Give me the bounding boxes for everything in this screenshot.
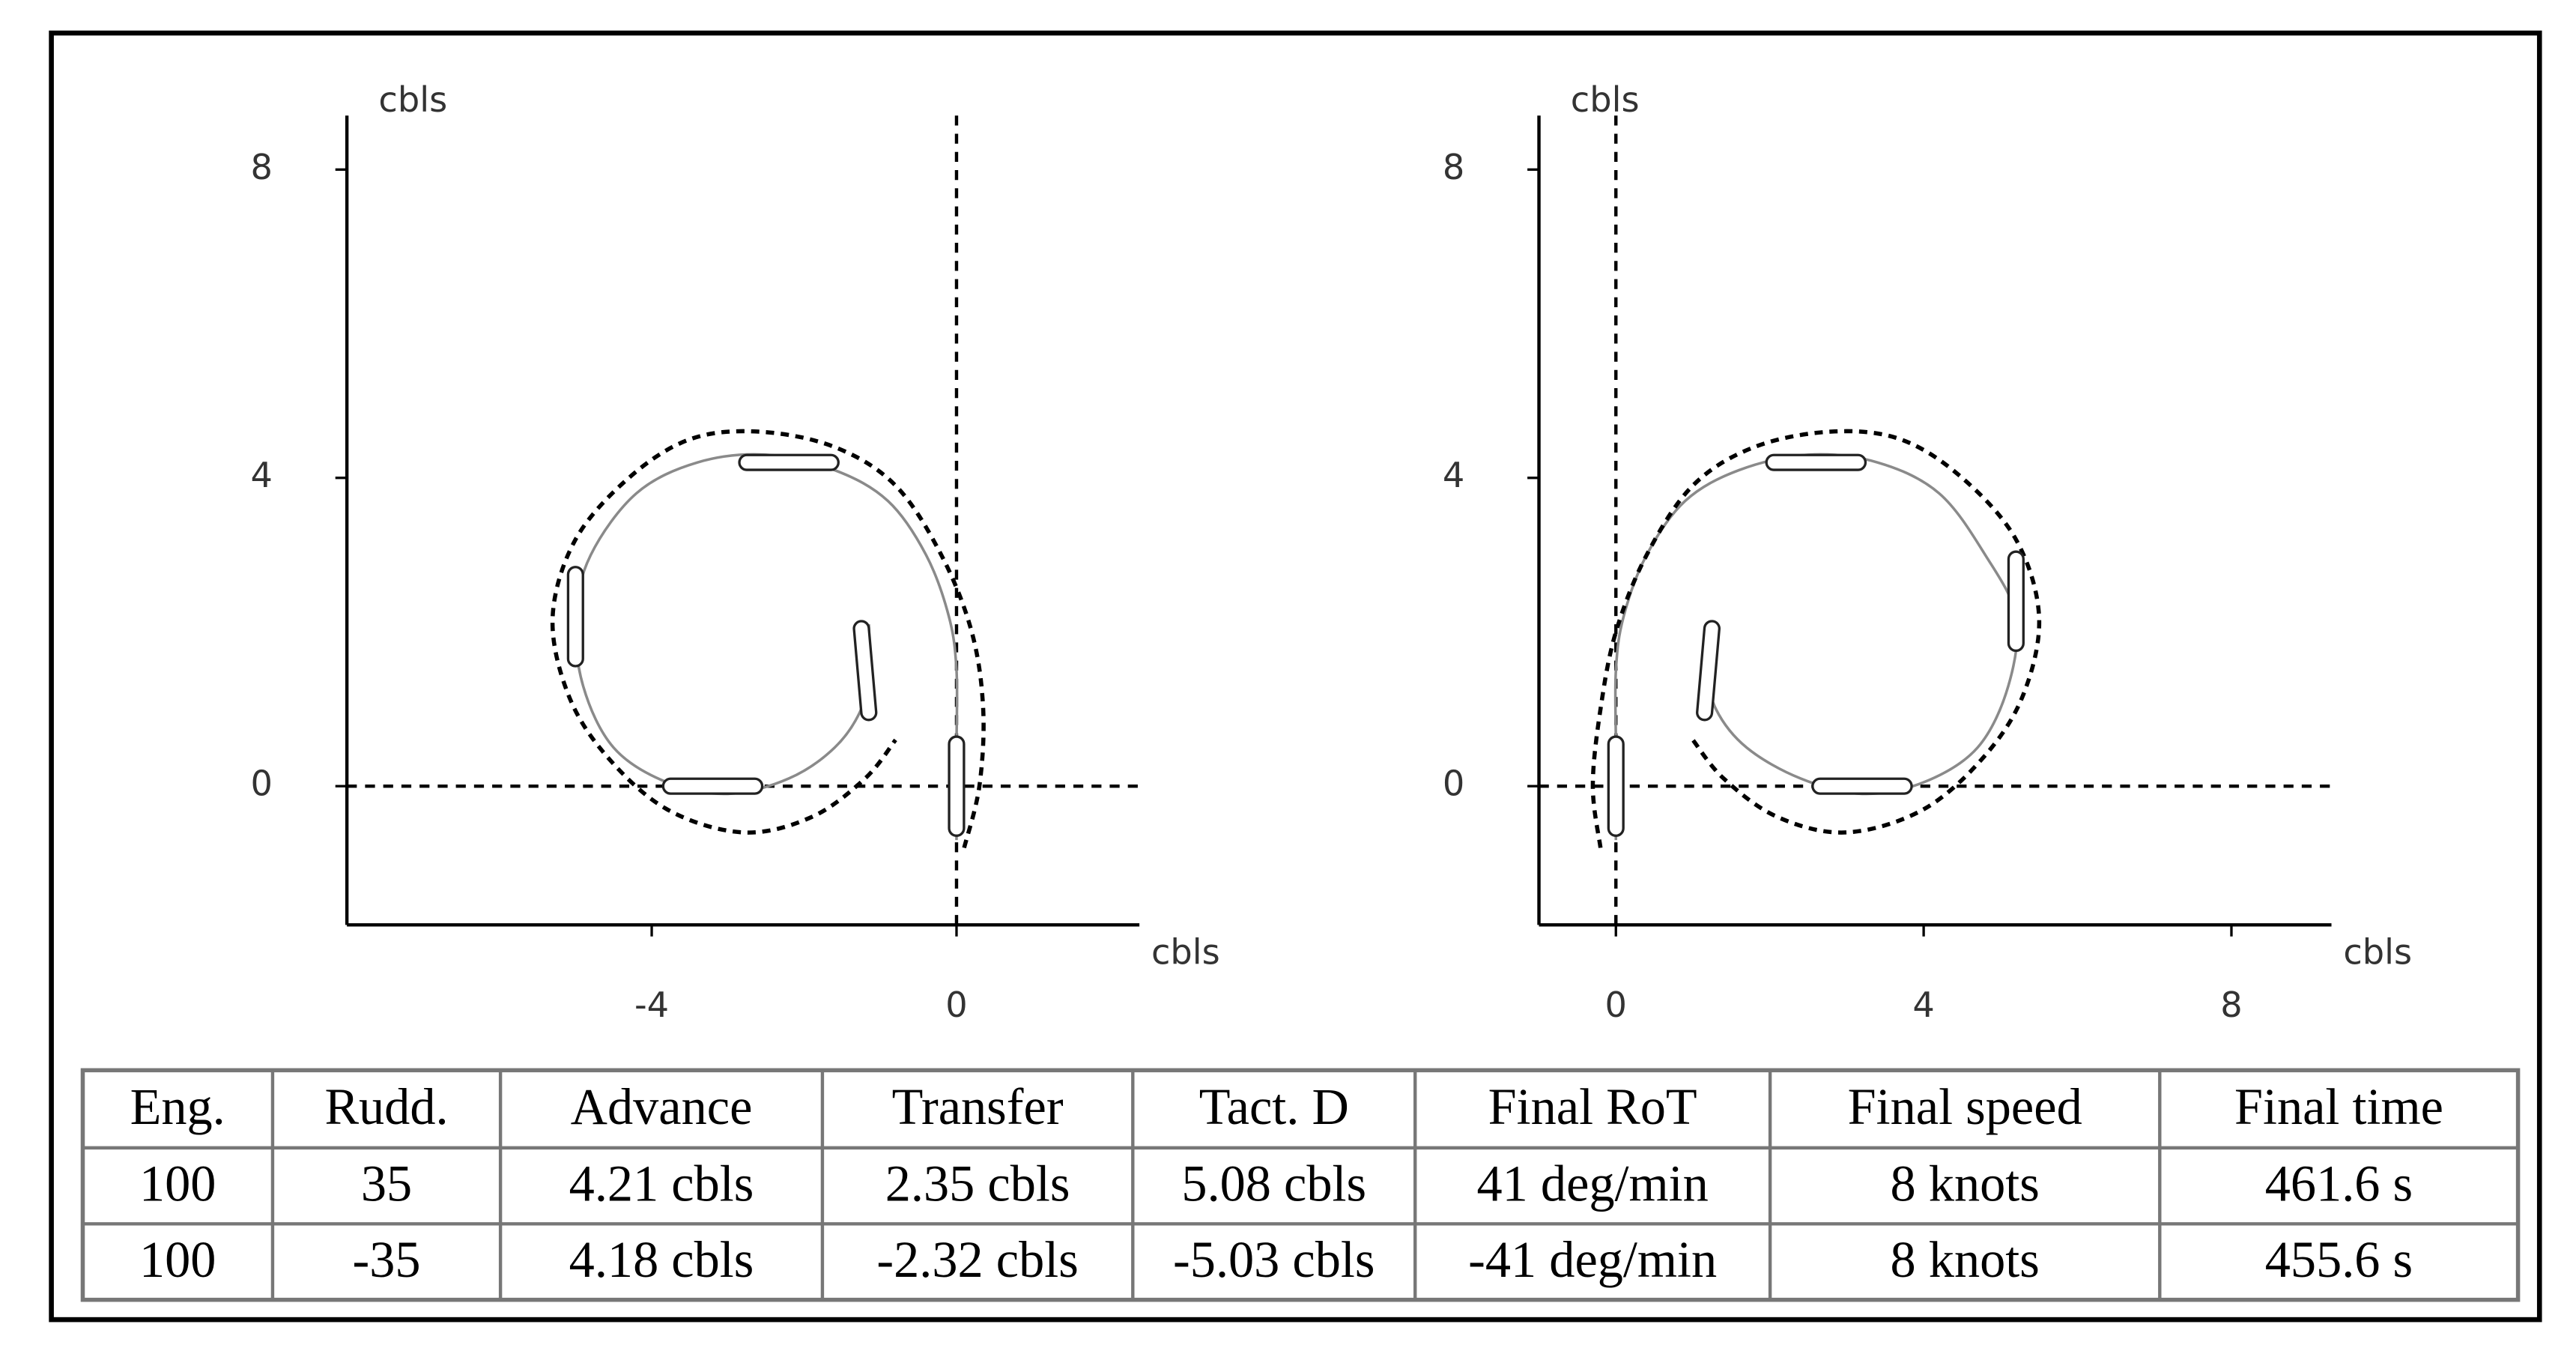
envelope-line bbox=[550, 429, 986, 849]
table-border bbox=[80, 1068, 2521, 1302]
table-header-cell: Tact. D bbox=[1199, 1078, 1349, 1135]
ship bbox=[852, 620, 878, 722]
x-tick-label: -4 bbox=[634, 985, 669, 1025]
x-axis-label: cbls bbox=[2343, 932, 2412, 973]
ship bbox=[1765, 453, 1867, 471]
table-cell: 8 knots bbox=[1891, 1155, 2040, 1212]
x-tick-label: 0 bbox=[945, 985, 967, 1025]
table-header-cell: Rudd. bbox=[324, 1078, 448, 1135]
ship bbox=[1607, 735, 1625, 837]
trajectory-line bbox=[1613, 453, 2019, 841]
table-cell: -2.32 cbls bbox=[876, 1231, 1078, 1288]
table-cell: 5.08 cbls bbox=[1181, 1155, 1366, 1212]
trajectory-line bbox=[574, 453, 959, 841]
ship bbox=[566, 566, 584, 668]
table-cell: 4.21 cbls bbox=[569, 1155, 754, 1212]
x-tick-label: 4 bbox=[1912, 985, 1934, 1025]
table-cell: 100 bbox=[139, 1231, 216, 1288]
table-cell: -41 deg/min bbox=[1468, 1231, 1717, 1288]
table-cell: 4.18 cbls bbox=[569, 1231, 754, 1288]
table-cell: -35 bbox=[352, 1231, 420, 1288]
table-cell: 100 bbox=[139, 1155, 216, 1212]
y-tick-label: 8 bbox=[251, 147, 273, 187]
envelope-line bbox=[1590, 429, 2042, 848]
ship bbox=[661, 777, 764, 795]
table-header-cell: Advance bbox=[571, 1078, 753, 1135]
ship bbox=[1811, 777, 1913, 795]
ship bbox=[1696, 620, 1721, 722]
figure-border bbox=[49, 30, 2542, 1323]
y-axis-label: cbls bbox=[1571, 79, 1640, 120]
ship bbox=[738, 453, 840, 471]
table-header-cell: Final speed bbox=[1848, 1078, 2082, 1135]
table-header-cell: Eng. bbox=[130, 1078, 225, 1135]
y-tick-label: 4 bbox=[251, 455, 273, 495]
y-tick-label: 8 bbox=[1443, 147, 1464, 187]
table-cell: 455.6 s bbox=[2265, 1231, 2413, 1288]
table-header-cell: Final time bbox=[2234, 1078, 2443, 1135]
table-cell: 461.6 s bbox=[2265, 1155, 2413, 1212]
table-cell: 41 deg/min bbox=[1477, 1155, 1709, 1212]
y-tick-label: 0 bbox=[251, 764, 273, 804]
table-header-cell: Final RoT bbox=[1488, 1078, 1697, 1135]
x-axis-label: cbls bbox=[1151, 932, 1220, 973]
x-tick-label: 8 bbox=[2220, 985, 2242, 1025]
table-cell: 8 knots bbox=[1891, 1231, 2040, 1288]
y-tick-label: 4 bbox=[1443, 455, 1464, 495]
y-axis-label: cbls bbox=[378, 79, 447, 120]
y-tick-label: 0 bbox=[1443, 764, 1464, 804]
table-header-cell: Transfer bbox=[892, 1078, 1064, 1135]
x-tick-label: 0 bbox=[1605, 985, 1627, 1025]
ship bbox=[2007, 550, 2025, 653]
table-cell: -5.03 cbls bbox=[1173, 1231, 1375, 1288]
table-cell: 35 bbox=[361, 1155, 412, 1212]
table-cell: 2.35 cbls bbox=[885, 1155, 1070, 1212]
ship bbox=[948, 735, 966, 837]
